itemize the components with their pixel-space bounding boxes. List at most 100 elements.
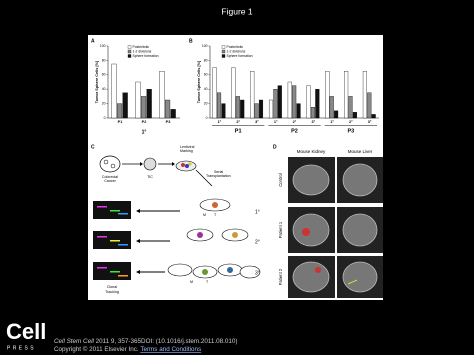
citation: Cell Stem Cell 2011 9, 357-365DOI: (10.1… (54, 338, 238, 345)
column-header: Mouse Kidney (297, 149, 326, 154)
row-header: Control (278, 173, 283, 187)
copyright-text: Copyright © 2011 Elsevier Inc. (54, 345, 140, 353)
x-tick-label: P1 (118, 120, 123, 124)
terms-link[interactable]: Terms and Conditions (140, 346, 201, 353)
y-tick-label: 100 (202, 44, 208, 48)
y-tick-label: 20 (102, 101, 106, 105)
panel-label: A (91, 38, 95, 44)
y-tick-label: 0 (206, 116, 208, 120)
panel-label: D (273, 144, 277, 150)
bar (329, 96, 334, 119)
row-header: Patient 1 (278, 221, 283, 238)
bar (135, 81, 141, 119)
figure-title: Figure 1 (221, 6, 252, 16)
bar (122, 92, 128, 119)
bar (254, 103, 259, 119)
bar (217, 92, 222, 119)
copyright: Copyright © 2011 Elsevier Inc. Terms and… (54, 345, 201, 353)
bar (292, 85, 297, 119)
bar (348, 96, 353, 119)
bar (240, 99, 245, 119)
bar (141, 96, 147, 119)
y-tick-label: 40 (102, 87, 106, 91)
bar (258, 99, 264, 119)
bar (231, 67, 236, 119)
bar (287, 81, 292, 119)
legend-label: 1-2 divisions (133, 49, 152, 53)
group-label: P3 (347, 128, 354, 134)
y-tick-label: 60 (204, 73, 208, 77)
legend-swatch (127, 45, 132, 49)
bar (250, 71, 255, 119)
bar (111, 63, 117, 119)
y-axis-label: Tumor Sphere Cells [%] (197, 60, 201, 103)
panel-label: C (91, 144, 95, 150)
legend-label: Postmitotic (133, 45, 150, 49)
y-tick-label: 20 (204, 101, 208, 105)
citation-text: 2011 9, 357-365DOI: (10.1016/j.stem.2011… (94, 338, 238, 345)
row-header: Patient 2 (278, 268, 283, 285)
bar (159, 71, 165, 119)
bar (117, 103, 123, 119)
label: Lentiviral (180, 145, 195, 149)
y-tick-label: 0 (104, 116, 106, 120)
legend-label: 1-2 divisions (227, 49, 246, 53)
label: M (190, 280, 193, 284)
label: 1° (255, 209, 260, 215)
legend-swatch (221, 45, 226, 49)
imaging-panel: Mouse Kidney Mouse Liver Control Patient… (278, 149, 383, 298)
x-tick-label: 3° (311, 120, 315, 124)
y-tick-label: 40 (204, 87, 208, 91)
y-tick-label: 60 (102, 73, 106, 77)
bar (221, 103, 226, 119)
bar (235, 96, 240, 119)
x-tick-label: P3 (166, 120, 171, 124)
legend-swatch (127, 49, 132, 54)
legend-label: Sphere formation (133, 54, 159, 58)
legend-swatch (221, 54, 226, 58)
label: Colorectal (102, 175, 118, 179)
label: M (203, 213, 206, 217)
bar (296, 103, 301, 119)
y-axis-label: Tumor Sphere Cells [%] (95, 60, 99, 103)
label: Transplantation (206, 174, 231, 178)
x-tick-label: 3° (368, 120, 372, 124)
x-tick-label: 1° (330, 120, 334, 124)
bar (212, 67, 217, 119)
bar (306, 85, 311, 119)
bar (165, 99, 171, 119)
bar (334, 110, 339, 119)
journal: Cell Stem Cell (54, 338, 94, 345)
label: T (206, 280, 209, 284)
x-tick-label: 3° (255, 120, 259, 124)
logo: Cell (6, 319, 46, 344)
bar (371, 114, 376, 119)
label: Tracking (105, 290, 119, 294)
y-tick-label: 100 (100, 44, 106, 48)
bar (146, 89, 152, 119)
bar (170, 109, 176, 119)
y-tick-label: 80 (204, 58, 208, 62)
bar (315, 89, 320, 119)
label: 3° (255, 270, 260, 276)
group-label: 1° (142, 129, 147, 135)
legend-swatch (221, 49, 226, 54)
x-tick-label: 2° (349, 120, 353, 124)
group-label: P1 (235, 128, 242, 134)
y-tick-label: 80 (102, 58, 106, 62)
bar (325, 71, 330, 119)
label: Marking (180, 149, 193, 153)
bar (362, 71, 367, 119)
panel-label: B (189, 38, 193, 44)
bar (310, 107, 315, 119)
x-tick-label: P2 (142, 120, 147, 124)
label: Cancer (104, 179, 116, 183)
label: TIC (147, 175, 153, 179)
bar (273, 89, 278, 119)
logo-sub: PRESS (7, 345, 36, 351)
legend-label: Postmitotic (227, 45, 244, 49)
label: 2° (255, 239, 260, 245)
legend-swatch (127, 54, 132, 58)
